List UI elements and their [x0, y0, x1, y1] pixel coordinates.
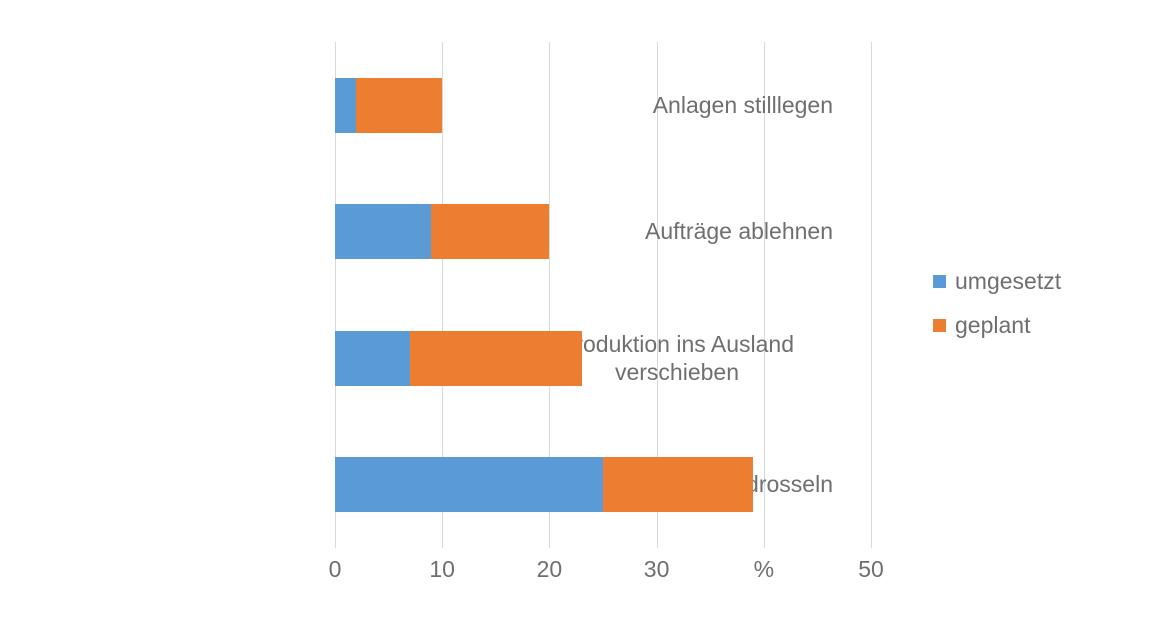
bar-segment-geplant: [410, 330, 582, 386]
legend-label: geplant: [955, 312, 1031, 338]
category-label: Produktion ins Ausland verschieben: [0, 295, 833, 422]
category-label-text: Anlagen stilllegen: [652, 91, 833, 118]
legend-item-geplant: geplant: [933, 312, 1061, 339]
legend: umgesetzt geplant: [933, 268, 1061, 339]
category-label: Anlagen stilllegen: [0, 42, 833, 169]
bar-segment-umgesetzt: [335, 330, 411, 386]
x-tick-label: 10: [429, 556, 455, 582]
bar-row: [335, 330, 582, 386]
bar-segment-umgesetzt: [335, 457, 603, 513]
gridline-10: [442, 42, 444, 548]
x-tick-label: 20: [536, 556, 563, 582]
bar-row: [335, 204, 550, 260]
bar-segment-umgesetzt: [335, 204, 432, 260]
x-tick-label: %: [753, 556, 775, 582]
category-label: Aufträge ablehnen: [0, 169, 833, 296]
bar-segment-umgesetzt: [335, 77, 357, 133]
bar-row: [335, 77, 443, 133]
legend-label: umgesetzt: [955, 268, 1062, 294]
bar-segment-geplant: [603, 457, 754, 513]
x-tick-label: 0: [328, 556, 342, 582]
bar-row: [335, 457, 754, 513]
legend-swatch-icon: [933, 319, 946, 332]
category-label-text: Aufträge ablehnen: [645, 218, 833, 245]
bar-segment-geplant: [356, 77, 443, 133]
gridline-20: [549, 42, 551, 548]
gridline-50: [871, 42, 872, 548]
legend-item-umgesetzt: umgesetzt: [933, 268, 1061, 295]
x-tick-label: 30: [643, 556, 670, 582]
gridline-30: [656, 42, 658, 548]
legend-swatch-icon: [933, 275, 946, 288]
gridline-0: [335, 42, 336, 548]
category-label-text: Produktion ins Ausland verschieben: [560, 330, 794, 386]
bar-segment-geplant: [431, 204, 550, 260]
x-tick-label: 50: [858, 556, 884, 582]
gridline-40: [763, 42, 765, 548]
